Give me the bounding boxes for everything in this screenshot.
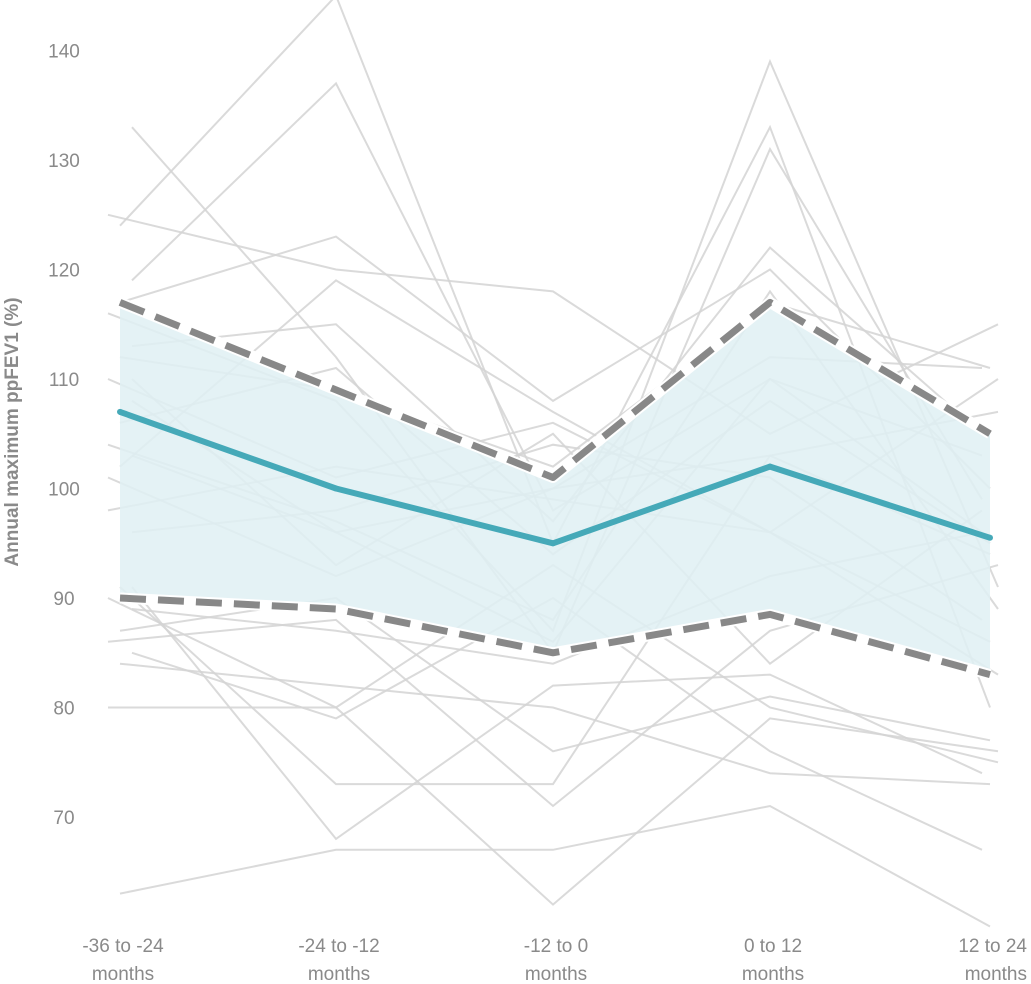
x-tick-label-line: months — [308, 964, 370, 984]
individual-line — [119, 662, 991, 786]
y-tick-label: 130 — [48, 151, 80, 172]
individual-line — [107, 597, 999, 906]
x-tick-label-line: -12 to 0 — [524, 936, 588, 957]
y-tick-label: 140 — [48, 42, 80, 63]
upper-bound-line — [118, 298, 992, 481]
individual-line — [131, 586, 983, 841]
mean-line-group — [117, 408, 993, 547]
x-tick-label-line: months — [965, 964, 1027, 984]
y-tick-label: 110 — [49, 370, 79, 391]
x-tick-label-line: 12 to 24 — [958, 936, 1027, 957]
mean-point — [767, 463, 773, 470]
y-tick-label: 90 — [53, 589, 74, 610]
x-tick-label: 0 to 12 months — [742, 936, 804, 984]
x-tick-label: -12 to 0 months — [524, 936, 588, 984]
y-axis-title: Annual maximum ppFEV1 (%) — [2, 297, 23, 566]
x-axis-ticks: -36 to -24 months-24 to -12 months-12 to 0… — [82, 936, 1027, 984]
lower-bound-line — [119, 594, 991, 678]
mean-point — [550, 540, 556, 547]
y-axis-ticks: 70 80 90 100 110 120 130 140 — [48, 42, 80, 830]
x-tick-label: -24 to -12 months — [298, 936, 379, 984]
y-tick-label: 120 — [48, 261, 80, 282]
x-tick-label-line: -24 to -12 — [298, 936, 379, 957]
x-tick-label-line: -36 to -24 — [82, 936, 164, 957]
x-tick-label-line: 0 to 12 — [744, 936, 802, 957]
x-tick-label: 12 to 24 months — [958, 936, 1027, 984]
mean-point — [987, 534, 993, 541]
x-tick-label-line: months — [742, 964, 804, 984]
x-tick-label-line: months — [92, 964, 154, 984]
x-tick-label: -36 to -24 months — [82, 936, 164, 984]
x-tick-label-line: months — [525, 964, 587, 984]
individual-line — [119, 804, 991, 928]
bound-lines — [117, 296, 993, 680]
y-tick-label: 80 — [53, 699, 74, 720]
y-tick-label: 100 — [48, 480, 80, 501]
mean-point — [333, 485, 339, 492]
mean-point — [117, 408, 123, 415]
y-tick-label: 70 — [53, 808, 74, 829]
